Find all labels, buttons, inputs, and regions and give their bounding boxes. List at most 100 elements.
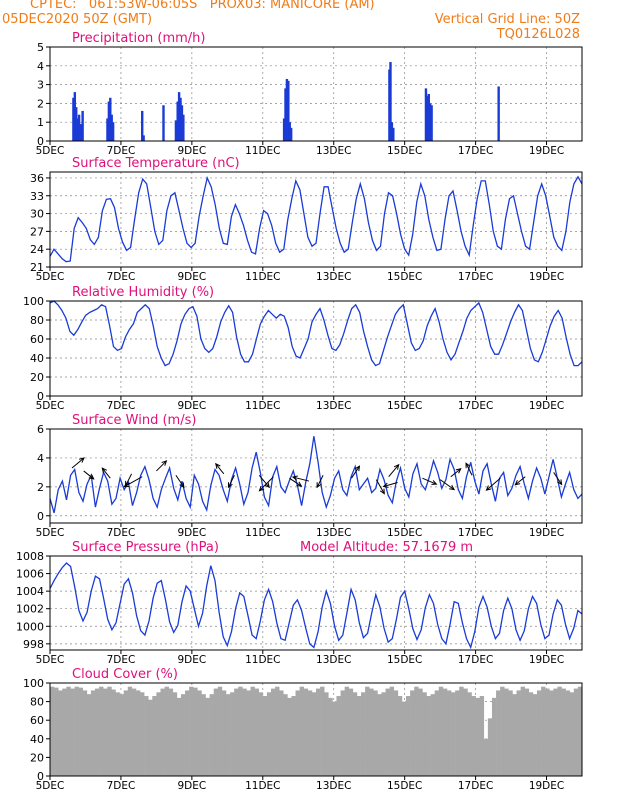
wind-arrowhead [227,482,233,489]
cloud-bar [393,690,399,776]
x-tick-label: 5DEC [36,400,65,412]
cloud-bar [99,686,104,776]
cloud-bar [299,686,305,776]
wind-arrow [259,476,274,492]
cloud-bar [119,694,124,776]
cloud-bar [275,686,280,776]
cloud-bar [115,692,120,776]
cloud-bar [144,696,149,776]
panel-title: Surface Temperature (nC) [72,156,240,171]
y-tick-label: 100 [23,295,44,308]
cloud-bar [180,694,186,776]
cloud-bar [291,696,296,776]
x-tick-label: 9DEC [177,271,206,283]
panel-1 [46,171,583,271]
cloud-bar [320,686,325,776]
cloud-bar [295,690,300,776]
y-tick-label: 20 [30,751,44,764]
cloud-bar [197,690,202,776]
cloud-bar [209,694,214,776]
cloud-bar [528,692,534,776]
wind-arrowhead [449,484,456,491]
x-tick-label: 5DEC [36,527,65,539]
panel-frame [49,171,583,268]
cloud-bar [90,690,96,776]
cloud-bar [491,697,497,776]
precip-bar [180,105,184,141]
wind-arrow [156,460,167,472]
cloud-bar [86,694,92,776]
cloud-bar [123,690,129,776]
precip-bar [177,92,181,141]
cloud-bar [516,690,521,776]
precip-bar [142,135,145,141]
precip-bar [111,122,115,141]
precip-bar [107,101,111,141]
cloud-bar [414,686,419,776]
wind-arrowhead [455,468,462,474]
y-tick-label: 1006 [16,568,44,581]
y-tick-label: 60 [30,333,44,346]
cloud-bar [573,688,579,776]
cloud-bar [479,696,485,776]
cloud-bar [156,692,161,776]
cloud-bar [287,697,292,776]
x-tick-label: 9DEC [177,654,206,666]
x-tick-label: 19DEC [529,654,564,666]
cloud-bar [140,692,145,776]
precip-bar [392,127,395,141]
cloud-bar [549,690,554,776]
cloud-bar [406,696,411,776]
cloud-bar [242,688,247,776]
x-tick-label: 19DEC [529,527,564,539]
wind-arrow [450,468,462,478]
x-tick-label: 7DEC [107,527,136,539]
cloud-bar [193,687,198,776]
cloud-bar [500,686,505,776]
x-tick-label: 7DEC [107,654,136,666]
y-tick-label: 21 [30,261,44,274]
cloud-bar [426,696,431,776]
x-tick-label: 7DEC [107,780,136,792]
wind-arrowhead [79,457,85,463]
precip-bar [390,122,394,141]
series-line [49,300,583,367]
panel-frame [49,428,583,524]
x-tick-label: 5DEC [36,271,65,283]
cloud-bar [463,688,468,776]
x-tick-label: 17DEC [458,271,493,283]
precip-bar [75,107,78,141]
precip-bar [389,62,392,141]
cloud-bar [455,690,460,776]
panel-frame [49,46,583,142]
precip-bar [429,103,432,141]
wind-arrow [514,476,526,486]
x-tick-label: 7DEC [107,271,136,283]
x-tick-label: 19DEC [529,145,564,157]
cloud-bar [553,688,558,776]
panel-title: Surface Pressure (hPa) [72,540,219,555]
precip-bar [110,114,113,141]
y-tick-label: 60 [30,714,44,727]
cloud-bar [111,689,116,776]
x-tick-label: 15DEC [387,271,422,283]
precip-bar [76,118,79,141]
x-tick-label: 9DEC [177,400,206,412]
y-tick-label: 2 [37,481,44,494]
cloud-bar [430,694,435,776]
panel-frame [49,555,583,651]
cloud-bar [54,687,59,776]
cloud-bar [311,692,317,776]
cloud-bar [365,686,370,776]
y-tick-label: 1008 [16,550,44,563]
y-tick-label: 40 [30,733,44,746]
wind-arrowhead [379,488,385,495]
wind-arrowhead [557,479,563,486]
cloud-bar [250,686,255,776]
y-tick-label: 1000 [16,620,44,633]
cloud-bar [377,694,382,776]
panel-title: Precipitation (mm/h) [72,31,205,46]
x-tick-label: 13DEC [316,527,351,539]
x-tick-label: 17DEC [458,400,493,412]
